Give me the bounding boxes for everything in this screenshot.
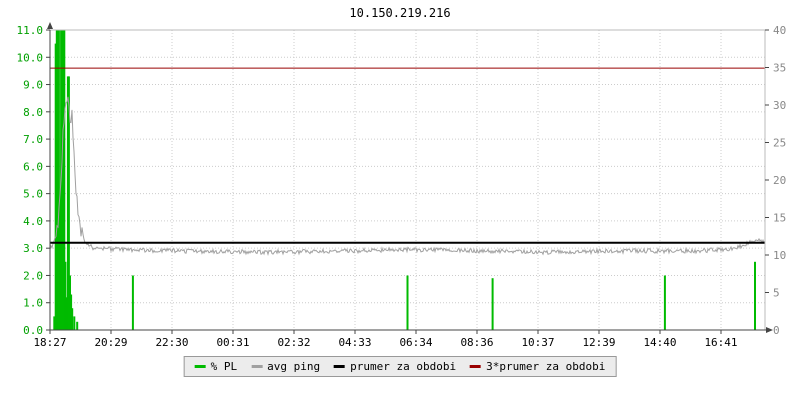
svg-text:30: 30 <box>773 99 786 112</box>
axis-labels: 0.0 1.0 2.0 3.0 4.0 5.0 6.0 7.0 8.0 9.0 10.0 11.0 0 5… <box>17 24 787 349</box>
svg-text:15: 15 <box>773 212 786 225</box>
svg-text:06:34: 06:34 <box>399 336 432 349</box>
legend-label-pl: % PL <box>210 360 238 373</box>
svg-text:7.0: 7.0 <box>23 133 43 146</box>
legend-label-avg-ping: avg ping <box>267 360 321 373</box>
svg-text:2.0: 2.0 <box>23 269 43 282</box>
svg-text:40: 40 <box>773 24 786 37</box>
svg-text:08:36: 08:36 <box>460 336 493 349</box>
svg-text:5.0: 5.0 <box>23 188 43 201</box>
legend-label-average: prumer za obdobi <box>350 360 457 373</box>
svg-text:25: 25 <box>773 137 786 150</box>
svg-text:3.0: 3.0 <box>23 242 43 255</box>
svg-text:12:39: 12:39 <box>582 336 615 349</box>
chart-canvas: 0.0 1.0 2.0 3.0 4.0 5.0 6.0 7.0 8.0 9.0 10.0 11.0 0 5… <box>17 22 787 349</box>
pl-line-icon <box>194 365 206 368</box>
svg-text:1.0: 1.0 <box>23 297 43 310</box>
legend-item-avg-ping: avg ping <box>251 360 320 373</box>
svg-text:16:41: 16:41 <box>704 336 737 349</box>
svg-text:14:40: 14:40 <box>643 336 676 349</box>
svg-text:11.0: 11.0 <box>17 24 44 37</box>
svg-text:9.0: 9.0 <box>23 79 43 92</box>
average-line-icon <box>334 365 346 368</box>
legend-item-average: prumer za obdobi <box>334 360 456 373</box>
avg-ping-line-icon <box>251 365 263 368</box>
svg-text:10: 10 <box>773 249 786 262</box>
svg-text:6.0: 6.0 <box>23 160 43 173</box>
chart-title: 10.150.219.216 <box>349 6 451 20</box>
svg-text:5: 5 <box>773 287 780 300</box>
legend-item-3x-average: 3*prumer za obdobi <box>470 360 605 373</box>
y-axis-arrow-icon <box>47 22 53 29</box>
pl-bars <box>53 30 756 331</box>
svg-text:20:29: 20:29 <box>94 336 127 349</box>
chart-legend: % PL avg ping prumer za obdobi 3*prumer … <box>183 356 617 377</box>
legend-item-pl: % PL <box>194 360 238 373</box>
svg-text:8.0: 8.0 <box>23 106 43 119</box>
threex-average-line-icon <box>470 365 482 368</box>
svg-text:22:30: 22:30 <box>155 336 188 349</box>
svg-text:20: 20 <box>773 174 786 187</box>
svg-text:4.0: 4.0 <box>23 215 43 228</box>
svg-text:04:33: 04:33 <box>338 336 371 349</box>
avg-ping-line <box>49 96 766 257</box>
svg-text:02:32: 02:32 <box>277 336 310 349</box>
svg-text:00:31: 00:31 <box>216 336 249 349</box>
x-axis-arrow-icon <box>766 327 773 333</box>
svg-text:0: 0 <box>773 324 780 337</box>
svg-text:35: 35 <box>773 62 786 75</box>
svg-text:10.0: 10.0 <box>17 51 44 64</box>
svg-text:18:27: 18:27 <box>33 336 66 349</box>
svg-text:0.0: 0.0 <box>23 324 43 337</box>
svg-text:10:37: 10:37 <box>521 336 554 349</box>
legend-label-3x-average: 3*prumer za obdobi <box>486 360 606 373</box>
